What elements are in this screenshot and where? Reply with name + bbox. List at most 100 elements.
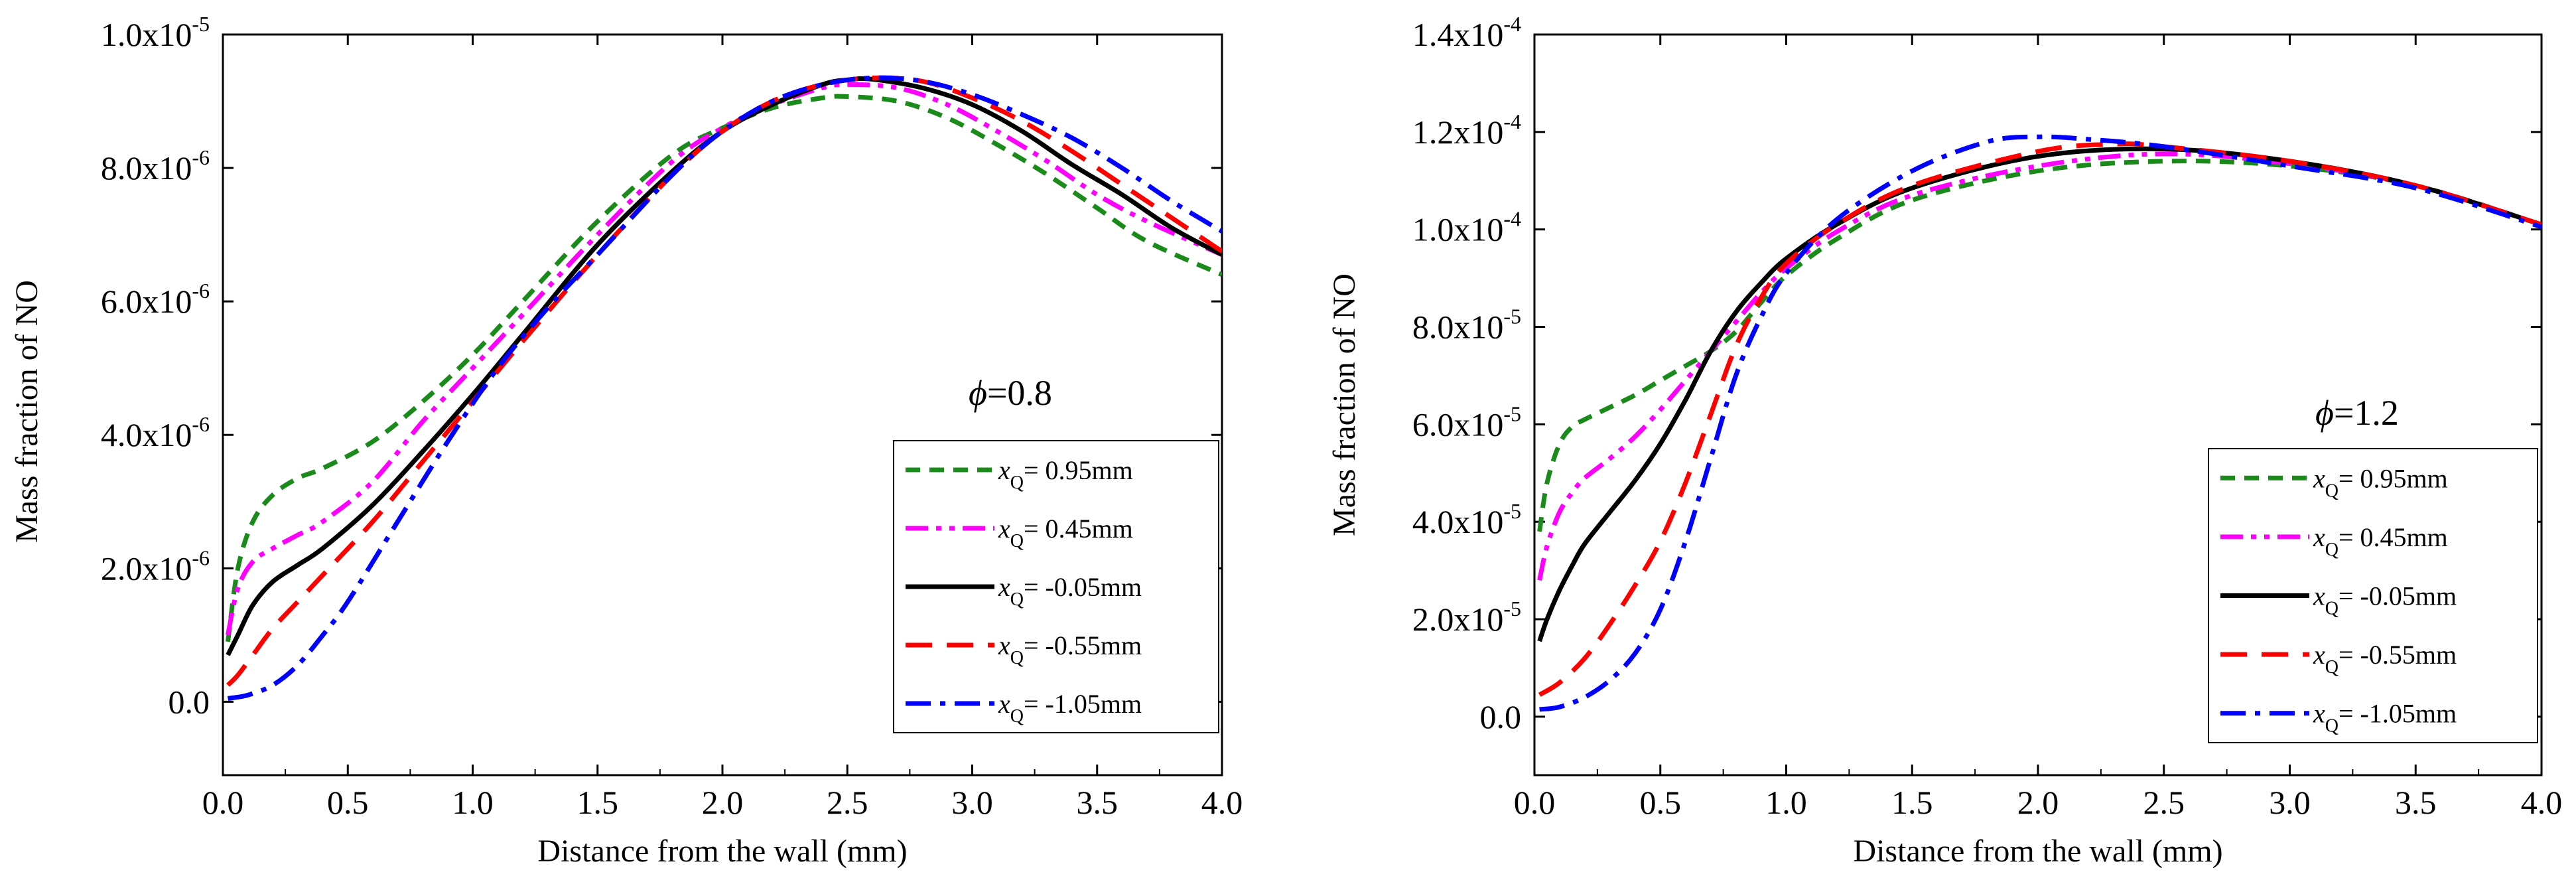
x-tick-label: 0.5 [327, 784, 369, 821]
phi-symbol: ϕ [969, 373, 987, 413]
legend-label: = 0.45mm [2339, 522, 2448, 552]
y-tick-exponent: -4 [1503, 207, 1521, 231]
x-tick-label: 1.0 [452, 784, 494, 821]
x-tick-label: 1.5 [577, 784, 619, 821]
x-tick-label: 0.0 [202, 784, 244, 821]
series-line [227, 75, 1222, 701]
y-tick-label: 4.0x10-5 [1412, 499, 1521, 540]
y-tick-label: 8.0x10-5 [1412, 305, 1521, 346]
y-tick-label: 2.0x10-6 [101, 546, 210, 587]
legend-entry: xQ= 0.45mm [998, 514, 1133, 552]
x-tick-label: 2.0 [702, 784, 744, 821]
legend-subscript: Q [2325, 716, 2339, 737]
legend-subscript: Q [2325, 599, 2339, 619]
legend-label: = 0.95mm [1024, 455, 1133, 485]
y-tick-exponent: -5 [1503, 402, 1521, 425]
legend-entry: xQ= -1.05mm [998, 689, 1142, 727]
y-tick-exponent: -5 [1503, 597, 1521, 621]
x-axis-label: Distance from the wall (mm) [1853, 834, 2222, 869]
x-tick-label: 1.5 [1891, 784, 1933, 821]
y-tick-exponent: -4 [1503, 110, 1521, 133]
legend-entry: xQ= -0.55mm [2313, 640, 2457, 678]
x-tick-label: 4.0 [2521, 784, 2563, 821]
x-tick-label: 0.0 [1514, 784, 1556, 821]
legend-subscript: Q [1010, 648, 1024, 668]
legend-label: = -0.55mm [2339, 640, 2457, 670]
series-line [1538, 141, 2542, 697]
legend-entry: xQ= -0.55mm [998, 630, 1142, 668]
y-tick-label: 0.0 [1480, 698, 1522, 735]
legend-entry: xQ= 0.95mm [998, 455, 1133, 493]
x-axis-label: Distance from the wall (mm) [537, 834, 907, 869]
legend-subscript: Q [2325, 480, 2339, 501]
x-tick-label: 1.0 [1765, 784, 1807, 821]
y-tick-mantissa: 4.0x10 [101, 416, 192, 453]
legend-subscript: Q [1010, 589, 1024, 610]
legend-entry: xQ= 0.95mm [2313, 463, 2448, 501]
series-line [226, 82, 1222, 636]
y-tick-mantissa: 1.0x10 [1412, 211, 1504, 248]
legend-symbol: x [998, 514, 1010, 544]
y-tick-mantissa: 2.0x10 [101, 550, 192, 587]
x-tick-label: 3.5 [1077, 784, 1119, 821]
y-tick-label: 6.0x10-5 [1412, 402, 1521, 443]
y-tick-label: 1.4x10-4 [1412, 12, 1521, 53]
legend-subscript: Q [1010, 706, 1024, 727]
phi-symbol: ϕ [2315, 393, 2334, 433]
y-tick-exponent: -5 [1503, 305, 1521, 329]
y-tick-mantissa: 4.0x10 [1412, 503, 1504, 540]
phi-annotation: ϕ=0.8 [969, 373, 1052, 413]
phi-value: =0.8 [987, 373, 1052, 413]
y-tick-label: 0.0 [169, 683, 210, 720]
y-tick-exponent: -5 [1503, 499, 1521, 523]
x-tick-label: 2.5 [2143, 784, 2185, 821]
legend-subscript: Q [1010, 531, 1024, 552]
y-tick-mantissa: 1.0x10 [101, 16, 192, 53]
legend-label: = 0.45mm [1024, 514, 1133, 544]
legend-entry: xQ= 0.45mm [2313, 522, 2448, 560]
y-tick-label: 6.0x10-6 [101, 279, 210, 320]
chart-panel-2: 0.0 0.5 1.0 1.5 2.0 2.5 3.0 3.5 4.00.02.0x10-54.… [1327, 12, 2562, 869]
legend-symbol: x [998, 455, 1010, 485]
y-tick-label: 1.2x10-4 [1412, 110, 1521, 151]
legend-entry: xQ= -1.05mm [2313, 699, 2457, 737]
legend-subscript: Q [2325, 657, 2339, 678]
y-tick-label: 1.0x10-4 [1412, 207, 1521, 248]
series-line [226, 76, 1222, 656]
phi-annotation: ϕ=1.2 [2315, 393, 2399, 433]
legend-symbol: x [2313, 463, 2325, 493]
y-tick-mantissa: 1.2x10 [1412, 113, 1504, 151]
chart-panel-1: 0.0 0.5 1.0 1.5 2.0 2.5 3.0 3.5 4.00.02.0x10-64.… [9, 12, 1243, 869]
y-tick-mantissa: 0.0 [1480, 698, 1522, 735]
legend-label: = -1.05mm [2339, 699, 2457, 729]
y-tick-mantissa: 1.4x10 [1412, 16, 1504, 53]
x-tick-label: 2.0 [2017, 784, 2059, 821]
x-tick-label: 3.0 [2269, 784, 2311, 821]
y-tick-mantissa: 6.0x10 [101, 283, 192, 320]
legend-label: = -0.05mm [1024, 572, 1142, 602]
y-tick-exponent: -5 [192, 12, 210, 36]
y-tick-exponent: -6 [192, 279, 210, 303]
legend-symbol: x [998, 630, 1010, 660]
series-line [1539, 134, 2542, 712]
x-tick-label: 0.5 [1640, 784, 1682, 821]
y-tick-mantissa: 8.0x10 [1412, 309, 1504, 346]
y-tick-label: 2.0x10-5 [1412, 597, 1521, 638]
y-tick-exponent: -6 [192, 546, 210, 569]
y-tick-label: 4.0x10-6 [101, 412, 210, 453]
y-tick-label: 8.0x10-6 [101, 145, 210, 186]
legend-label: = -1.05mm [1024, 689, 1142, 719]
legend-subscript: Q [2325, 540, 2339, 560]
y-tick-exponent: -6 [192, 145, 210, 169]
series-line [226, 94, 1222, 642]
y-axis-label: Mass fraction of NO [1327, 273, 1362, 536]
legend-subscript: Q [1010, 473, 1024, 493]
x-tick-label: 3.0 [951, 784, 993, 821]
legend-symbol: x [998, 689, 1010, 719]
x-tick-label: 2.5 [827, 784, 868, 821]
legend-symbol: x [2313, 581, 2325, 611]
legend-symbol: x [2313, 640, 2325, 670]
